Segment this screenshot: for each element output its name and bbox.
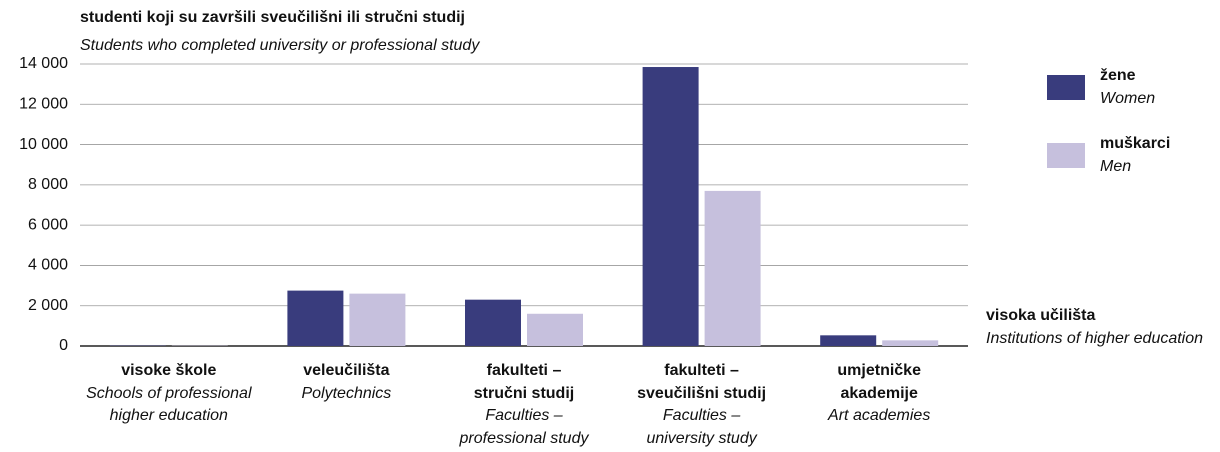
y-tick-label: 6 000 <box>28 216 68 233</box>
bar <box>882 340 939 346</box>
y-tick-label: 14 000 <box>19 55 68 72</box>
legend-swatch <box>1047 75 1085 100</box>
y-tick-label: 8 000 <box>28 176 68 193</box>
legend-translation: Women <box>1100 90 1155 107</box>
axis-annotation: visoka učilišta <box>986 307 1095 324</box>
chart-subtitle: Students who completed university or pro… <box>80 37 480 54</box>
y-tick-label: 10 000 <box>19 136 68 153</box>
legend-swatch <box>1047 143 1085 168</box>
bar <box>527 313 583 346</box>
x-tick-label: fakulteti – stručni studij <box>473 362 575 402</box>
y-tick-label: 12 000 <box>19 96 68 113</box>
legend-label: muškarci <box>1100 135 1170 152</box>
bar <box>704 190 761 346</box>
legend-translation: Men <box>1100 158 1131 175</box>
y-tick-label: 2 000 <box>28 297 68 314</box>
x-tick-label-translation: Faculties – professional study <box>459 407 589 447</box>
x-tick-label: fakulteti – sveučilišni studij <box>637 362 767 402</box>
y-tick-label: 4 000 <box>28 257 68 274</box>
bar <box>820 335 877 346</box>
axis-annotation-translation: Institutions of higher education <box>986 330 1203 347</box>
x-tick-label: umjetničke akademije <box>837 362 921 402</box>
legend-label: žene <box>1100 67 1136 84</box>
x-tick-label-translation: Polytechnics <box>301 384 392 402</box>
bar <box>349 293 406 346</box>
bar <box>287 290 344 346</box>
x-tick-label-translation: Faculties – university study <box>646 407 757 447</box>
bar <box>642 67 699 347</box>
x-tick-label-translation: Schools of professional higher education <box>86 384 252 425</box>
chart-title: studenti koji su završili sveučilišni il… <box>80 9 465 26</box>
x-tick-label: visoke škole <box>121 362 217 379</box>
x-tick-label: veleučilišta <box>303 362 390 379</box>
y-tick-label: 0 <box>59 337 68 354</box>
bar <box>465 299 521 346</box>
x-tick-label-translation: Art academies <box>828 407 931 424</box>
